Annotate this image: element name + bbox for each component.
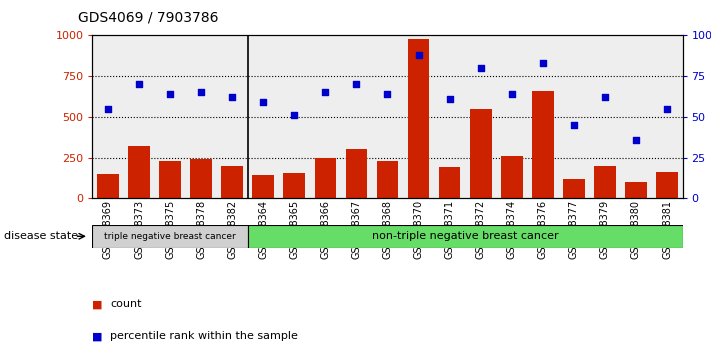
Bar	[625, 182, 647, 198]
Text: GDS4069 / 7903786: GDS4069 / 7903786	[78, 11, 219, 25]
Point	[134, 81, 145, 87]
Point	[630, 137, 641, 142]
Point	[444, 96, 455, 102]
Point	[506, 91, 518, 97]
Text: percentile rank within the sample: percentile rank within the sample	[110, 331, 298, 341]
Bar	[252, 175, 274, 198]
Bar	[532, 91, 554, 198]
Text: disease state: disease state	[4, 231, 77, 241]
Point	[661, 106, 673, 112]
Bar	[594, 166, 616, 198]
Point	[196, 90, 207, 95]
Bar	[284, 173, 305, 198]
Point	[382, 91, 393, 97]
FancyBboxPatch shape	[92, 225, 247, 248]
Bar	[314, 158, 336, 198]
Bar	[470, 109, 491, 198]
Text: ■: ■	[92, 331, 103, 341]
Text: ■: ■	[92, 299, 103, 309]
Bar	[439, 167, 461, 198]
Point	[289, 112, 300, 118]
Bar	[159, 161, 181, 198]
Point	[227, 95, 238, 100]
Bar	[128, 146, 150, 198]
Bar	[407, 39, 429, 198]
Text: triple negative breast cancer: triple negative breast cancer	[105, 232, 236, 241]
Point	[413, 52, 424, 58]
FancyBboxPatch shape	[247, 225, 683, 248]
Text: count: count	[110, 299, 141, 309]
Text: non-triple negative breast cancer: non-triple negative breast cancer	[372, 231, 558, 241]
Bar	[377, 161, 398, 198]
Bar	[563, 179, 584, 198]
Point	[599, 95, 611, 100]
Bar	[656, 172, 678, 198]
Bar	[97, 174, 119, 198]
Bar	[221, 166, 243, 198]
Point	[568, 122, 579, 128]
Bar	[501, 156, 523, 198]
Point	[320, 90, 331, 95]
Point	[351, 81, 362, 87]
Bar	[191, 159, 212, 198]
Point	[164, 91, 176, 97]
Point	[257, 99, 269, 105]
Bar	[346, 149, 368, 198]
Point	[537, 60, 548, 66]
Point	[102, 106, 114, 112]
Point	[475, 65, 486, 71]
